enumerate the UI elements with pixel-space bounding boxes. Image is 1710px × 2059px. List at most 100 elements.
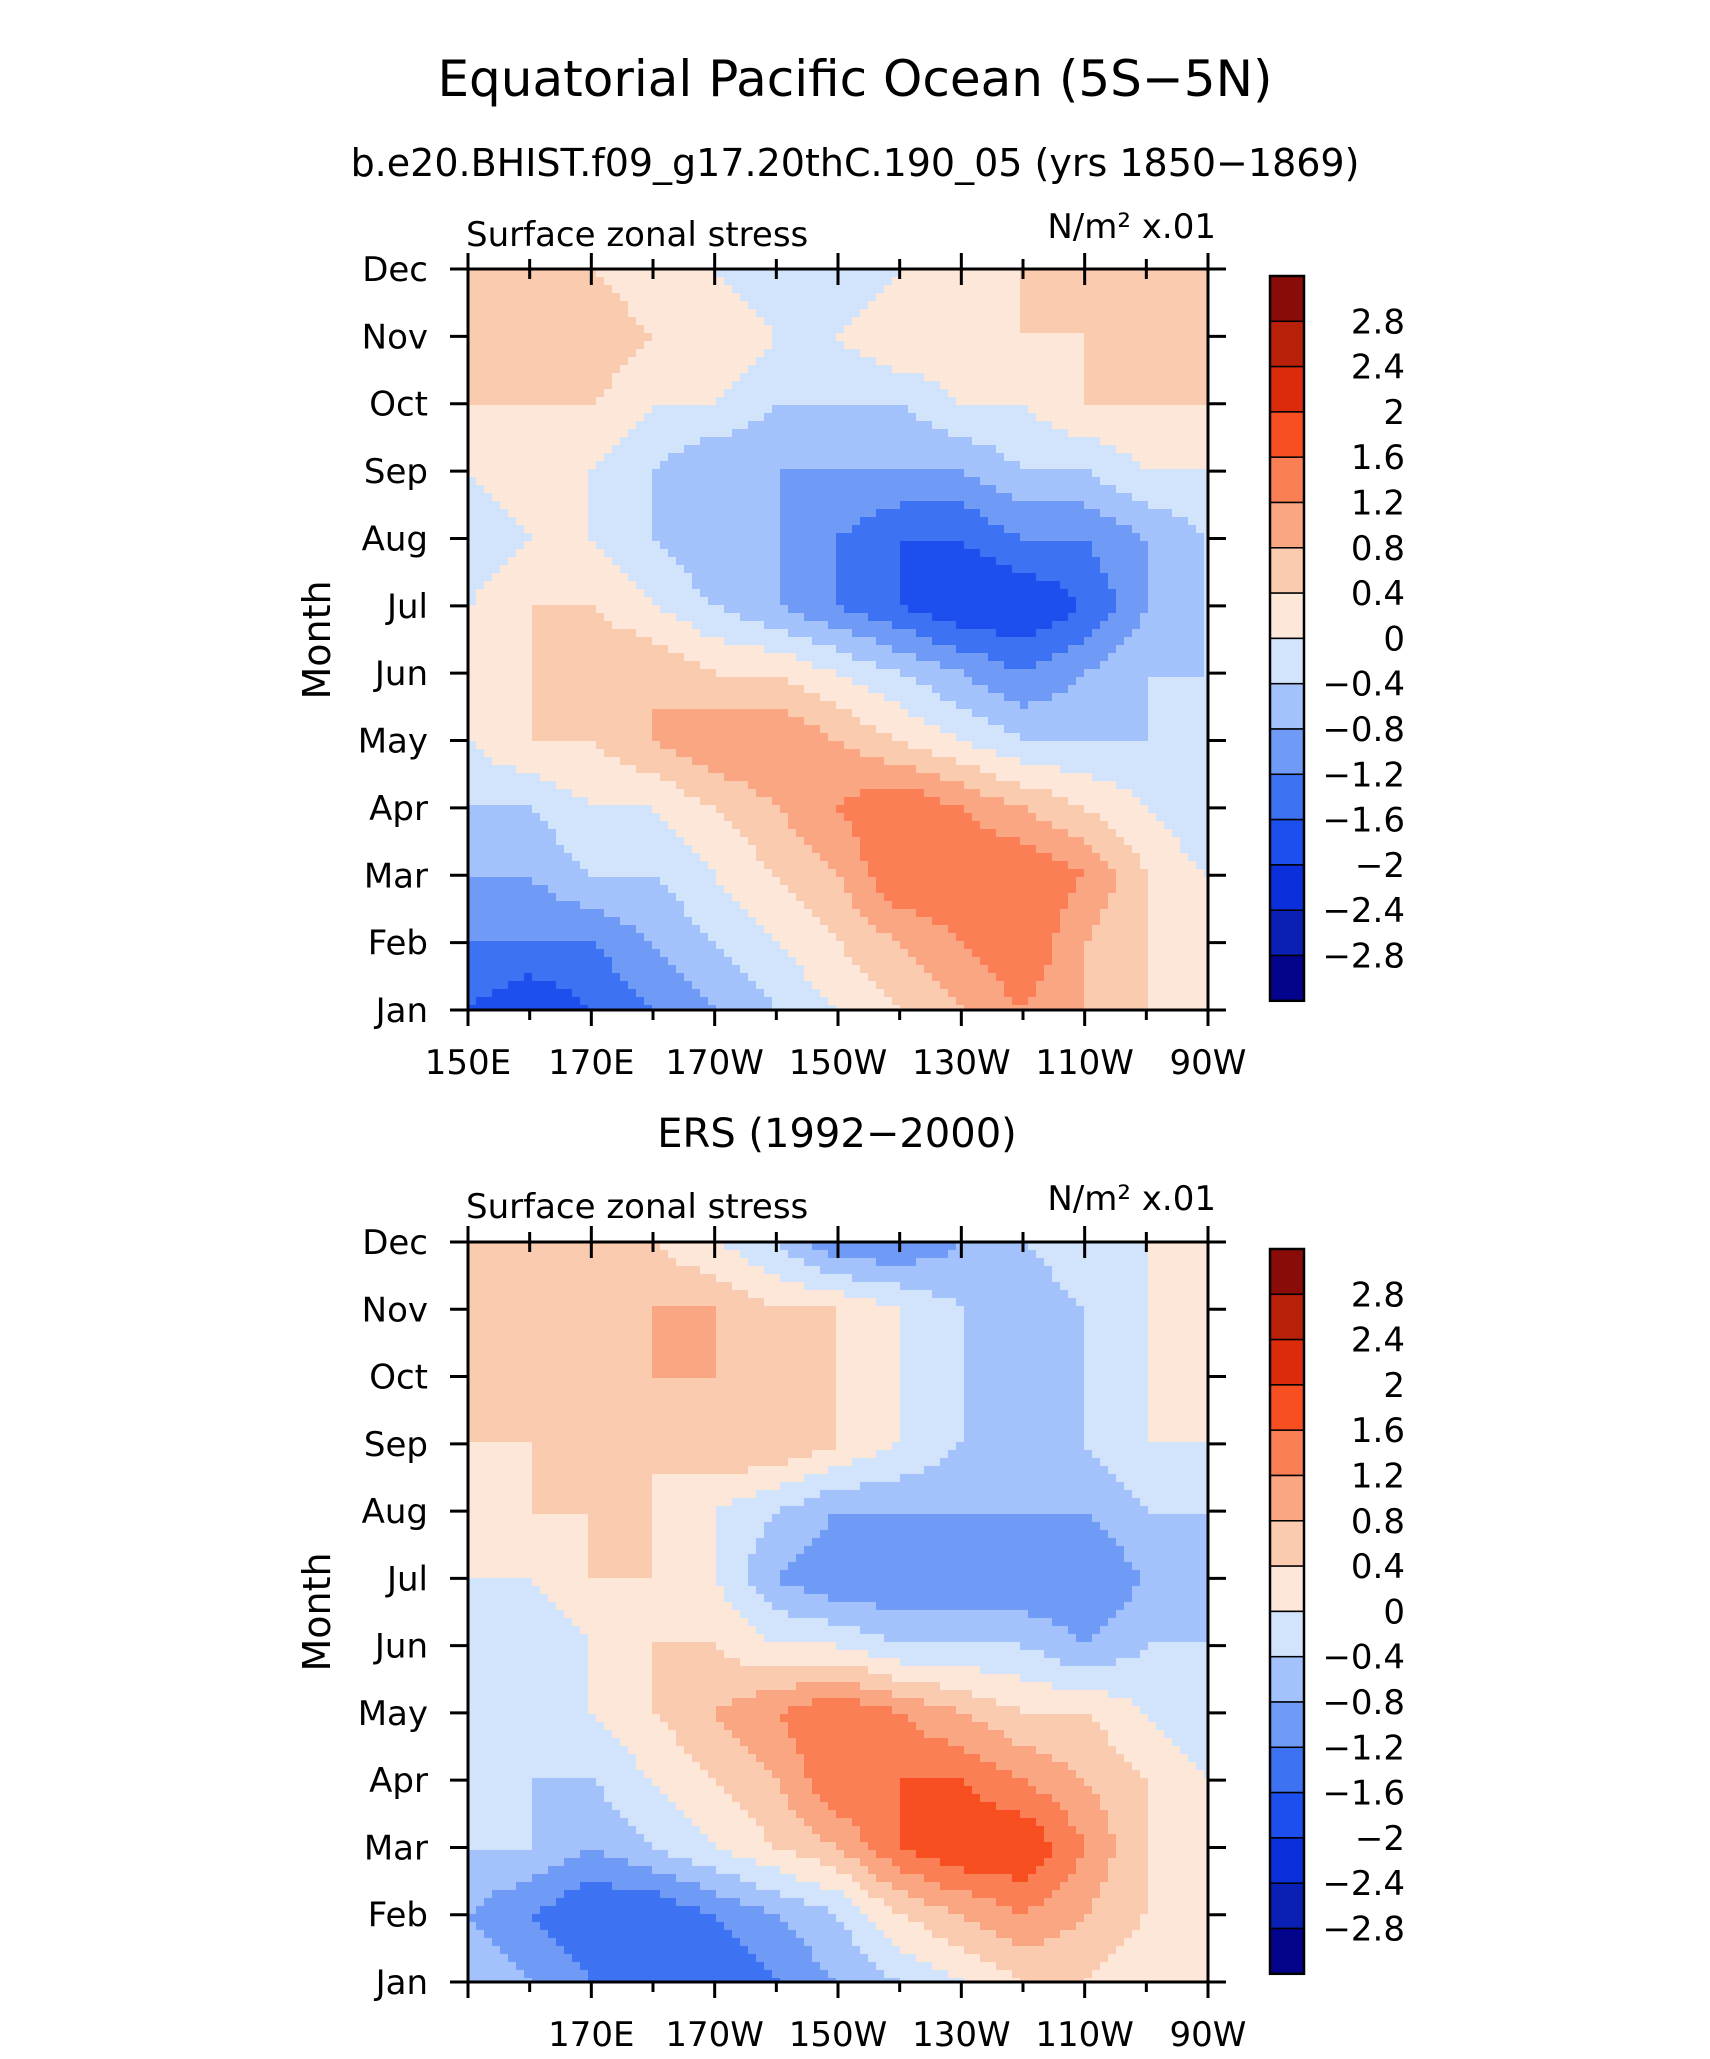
heat-cell xyxy=(916,485,925,494)
heat-cell xyxy=(1028,461,1037,470)
heat-cell xyxy=(556,517,565,526)
heat-cell xyxy=(596,509,605,518)
heat-cell xyxy=(724,357,733,366)
heat-cell xyxy=(884,277,893,286)
heat-cell xyxy=(1028,349,1037,358)
heat-cell xyxy=(508,565,517,574)
heat-cell xyxy=(1052,629,1061,638)
heat-cell xyxy=(604,525,613,534)
heat-cell xyxy=(868,629,877,638)
heat-cell xyxy=(1116,685,1125,694)
heat-cell xyxy=(804,397,813,406)
heat-cell xyxy=(1116,405,1125,414)
heat-cell xyxy=(1028,637,1037,646)
heat-cell xyxy=(804,469,813,478)
heat-cell xyxy=(996,637,1005,646)
heat-cell xyxy=(772,517,781,526)
heat-cell xyxy=(1140,477,1149,486)
heat-cell xyxy=(708,317,717,326)
heat-cell xyxy=(1156,405,1165,414)
heat-cell xyxy=(1060,509,1069,518)
heat-cell xyxy=(1124,405,1133,414)
heat-cell xyxy=(1204,293,1209,302)
heat-cell xyxy=(956,669,965,678)
heat-cell xyxy=(964,549,973,558)
heat-cell xyxy=(1124,605,1133,614)
heat-cell xyxy=(556,397,565,406)
heat-cell xyxy=(716,629,725,638)
heat-cell xyxy=(1044,357,1053,366)
heat-cell xyxy=(1004,285,1013,294)
heat-cell xyxy=(1036,437,1045,446)
heat-cell xyxy=(580,293,589,302)
heat-cell xyxy=(748,381,757,390)
heat-cell xyxy=(1060,445,1069,454)
heat-cell xyxy=(1052,685,1061,694)
heat-cell xyxy=(604,477,613,486)
heat-cell xyxy=(1052,613,1061,622)
heat-cell xyxy=(788,589,797,598)
heat-cell xyxy=(644,549,653,558)
heat-cell xyxy=(876,421,885,430)
heat-cell xyxy=(556,341,565,350)
heat-cell xyxy=(1180,469,1189,478)
heat-cell xyxy=(1164,453,1173,462)
heat-cell xyxy=(1180,277,1189,286)
heat-cell xyxy=(932,269,941,278)
heat-cell xyxy=(700,605,709,614)
heat-cell xyxy=(964,509,973,518)
heat-cell xyxy=(796,453,805,462)
heat-cell xyxy=(820,477,829,486)
heat-cell xyxy=(1172,325,1181,334)
heat-cell xyxy=(620,397,629,406)
heat-cell xyxy=(668,517,677,526)
heat-cell xyxy=(628,437,637,446)
heat-cell xyxy=(876,493,885,502)
heat-cell xyxy=(1020,469,1029,478)
heat-cell xyxy=(700,645,709,654)
heat-cell xyxy=(924,549,933,558)
heat-cell xyxy=(524,573,533,582)
heat-cell xyxy=(1196,645,1205,654)
heat-cell xyxy=(652,421,661,430)
heat-cell xyxy=(772,405,781,414)
heat-cell xyxy=(748,485,757,494)
heat-cell xyxy=(988,677,997,686)
heat-cell xyxy=(1100,293,1109,302)
heat-cell xyxy=(780,485,789,494)
heat-cell xyxy=(644,269,653,278)
heat-cell xyxy=(692,317,701,326)
heat-cell xyxy=(1012,573,1021,582)
heat-cell xyxy=(924,573,933,582)
heat-cell xyxy=(1116,421,1125,430)
heat-cell xyxy=(884,613,893,622)
heat-cell xyxy=(1164,349,1173,358)
heat-cell xyxy=(1060,645,1069,654)
heat-cell xyxy=(644,421,653,430)
heat-cell xyxy=(532,685,541,694)
heat-cell xyxy=(612,437,621,446)
heat-cell xyxy=(1004,461,1013,470)
heat-cell xyxy=(788,637,797,646)
heat-cell xyxy=(1076,285,1085,294)
heat-cell xyxy=(1100,573,1109,582)
heat-cell xyxy=(948,405,957,414)
heat-cell xyxy=(1132,677,1141,686)
heat-cell xyxy=(572,317,581,326)
heat-cell xyxy=(724,517,733,526)
heat-cell xyxy=(692,597,701,606)
heat-cell xyxy=(1068,493,1077,502)
heat-cell xyxy=(684,349,693,358)
heat-cell xyxy=(628,445,637,454)
heat-cell xyxy=(964,285,973,294)
heat-cell xyxy=(668,389,677,398)
heat-cell xyxy=(788,493,797,502)
heat-cell xyxy=(508,293,517,302)
heat-cell xyxy=(1092,573,1101,582)
heat-cell xyxy=(1156,509,1165,518)
heat-cell xyxy=(1204,485,1209,494)
heat-cell xyxy=(628,341,637,350)
heat-cell xyxy=(868,357,877,366)
heat-cell xyxy=(556,373,565,382)
heat-cell xyxy=(676,541,685,550)
